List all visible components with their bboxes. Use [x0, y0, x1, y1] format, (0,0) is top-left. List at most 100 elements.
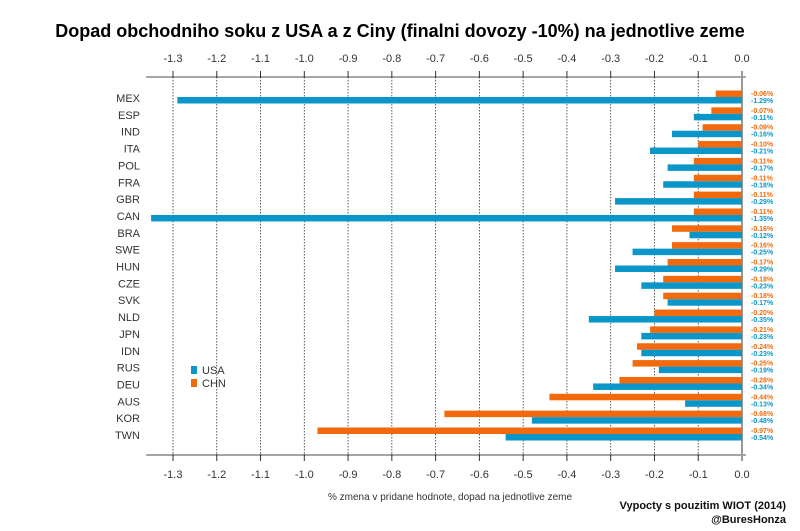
bar-usa	[685, 400, 742, 407]
value-label-chn: -0.97%	[751, 428, 774, 435]
x-tick-label-bottom: -0.9	[339, 469, 358, 481]
bar-usa	[615, 198, 742, 205]
category-label: CAN	[117, 211, 140, 223]
bar-usa	[689, 231, 742, 239]
bar-chn	[671, 242, 742, 249]
bar-usa	[663, 181, 742, 188]
bar-usa	[177, 97, 742, 104]
bar-chn	[654, 309, 742, 317]
x-tick-label-top: -1.3	[164, 53, 183, 65]
value-label-chn: -0.11%	[751, 209, 774, 216]
value-label-chn: -0.24%	[751, 344, 774, 351]
credit-author: @BuresHonza	[711, 514, 787, 526]
value-label-chn: -0.11%	[751, 158, 774, 165]
value-label-chn: -0.06%	[751, 91, 774, 98]
x-tick-label-top: -0.8	[382, 53, 401, 65]
bar-usa	[693, 113, 742, 121]
value-label-usa: -0.13%	[751, 401, 774, 408]
x-tick-label-bottom: 0.0	[734, 469, 749, 481]
value-label-chn: -0.07%	[751, 108, 774, 115]
bar-chn	[663, 292, 742, 300]
bar-usa	[615, 265, 742, 272]
x-tick-label-bottom: -0.1	[689, 469, 708, 481]
value-label-usa: -0.23%	[751, 283, 774, 290]
value-label-usa: -0.54%	[751, 435, 774, 442]
x-tick-label-top: -1.1	[251, 53, 270, 65]
category-label: RUS	[117, 363, 140, 375]
x-tick-label-top: -0.4	[557, 53, 576, 65]
bar-chn	[693, 174, 742, 182]
legend-label-usa: USA	[202, 365, 225, 377]
bar-usa	[641, 332, 742, 340]
value-label-chn: -0.18%	[751, 293, 774, 300]
value-label-usa: -0.25%	[751, 250, 774, 257]
value-label-usa: -0.29%	[751, 267, 774, 274]
value-label-chn: -0.11%	[751, 175, 774, 182]
x-tick-label-bottom: -0.7	[426, 469, 445, 481]
category-label: MEX	[116, 93, 141, 105]
value-label-usa: -0.16%	[751, 132, 774, 139]
value-label-chn: -0.10%	[751, 142, 774, 149]
credit-source: Vypocty s pouzitim WIOT (2014)	[620, 500, 787, 512]
bar-chn	[671, 225, 742, 232]
value-label-usa: -0.34%	[751, 384, 774, 391]
bar-usa	[505, 434, 742, 441]
category-labels: MEX ESP IND ITA POL FRA GBR CAN BRA SWE HUN CZE SVK N…	[115, 93, 141, 442]
category-label: FRA	[118, 177, 141, 189]
category-label: KOR	[116, 413, 140, 425]
category-label: IND	[121, 127, 140, 139]
value-label-usa: -0.12%	[751, 233, 774, 240]
bar-usa	[632, 248, 742, 256]
bar-usa	[641, 349, 742, 357]
value-label-usa: -0.18%	[751, 182, 774, 189]
x-axis-label: % zmena v pridane hodnote, dopad na jedn…	[328, 492, 572, 503]
x-tick-label-bottom: -0.2	[645, 469, 664, 481]
bar-chn	[711, 107, 742, 114]
category-label: HUN	[116, 262, 140, 274]
value-label-chn: -0.09%	[751, 125, 774, 132]
x-tick-label-bottom: -1.1	[251, 469, 270, 481]
x-tick-label-bottom: -0.3	[601, 469, 620, 481]
legend-swatch-chn	[191, 379, 197, 387]
bar-usa	[588, 316, 742, 323]
value-label-usa: -0.35%	[751, 317, 774, 324]
value-label-usa: -1.29%	[751, 98, 774, 105]
chart-title: Dopad obchodniho soku z USA a z Ciny (fi…	[55, 21, 744, 41]
bar-chn	[444, 410, 742, 418]
x-tick-label-top: -0.1	[689, 53, 708, 65]
value-label-usa: -1.35%	[751, 216, 774, 223]
value-label-chn: -0.28%	[751, 377, 774, 384]
bar-chn	[715, 90, 742, 97]
value-label-chn: -0.16%	[751, 243, 774, 250]
value-label-chn: -0.17%	[751, 260, 774, 267]
value-label-usa: -0.48%	[751, 418, 774, 425]
bar-usa	[667, 299, 742, 306]
value-label-chn: -0.21%	[751, 327, 774, 334]
x-tick-label-top: -0.9	[339, 53, 358, 65]
bar-chn	[549, 393, 742, 401]
category-label: BRA	[117, 228, 140, 240]
category-label: TWN	[115, 430, 140, 442]
x-tick-label-bottom: -1.0	[295, 469, 314, 481]
x-tick-label-top: -0.3	[601, 53, 620, 65]
x-tick-label-top: -1.2	[207, 53, 226, 65]
value-labels: -0.06%-1.29%-0.07%-0.11%-0.09%-0.16%-0.1…	[751, 91, 774, 442]
category-label: SVK	[118, 295, 141, 307]
bars	[151, 90, 743, 441]
bar-chn	[636, 343, 742, 350]
bar-chn	[702, 124, 742, 131]
bar-chn	[693, 208, 742, 215]
category-label: NLD	[118, 312, 140, 324]
category-label: AUS	[117, 396, 140, 408]
category-label: IDN	[121, 346, 140, 358]
category-label: SWE	[115, 245, 140, 257]
value-label-usa: -0.21%	[751, 149, 774, 156]
category-label: CZE	[118, 278, 140, 290]
x-tick-label-bottom: -0.8	[382, 469, 401, 481]
value-label-usa: -0.17%	[751, 300, 774, 307]
bar-usa	[650, 147, 742, 155]
x-tick-label-top: -0.7	[426, 53, 445, 65]
bar-usa	[658, 366, 742, 374]
bar-chn	[632, 360, 742, 367]
